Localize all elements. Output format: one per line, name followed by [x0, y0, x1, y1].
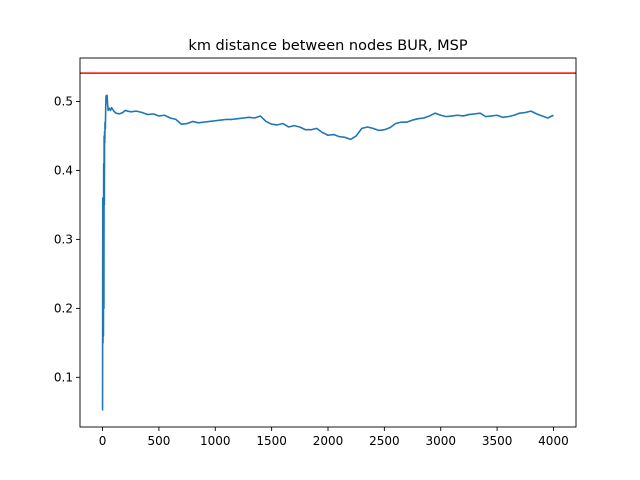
x-tick-label: 4000: [538, 434, 569, 448]
x-tick-label: 2500: [369, 434, 400, 448]
x-tick-label: 3000: [425, 434, 456, 448]
x-tick-label: 3500: [482, 434, 513, 448]
y-tick-label: 0.3: [54, 232, 73, 246]
x-tick-label: 500: [147, 434, 170, 448]
chart-title: km distance between nodes BUR, MSP: [188, 38, 467, 54]
x-axis: 0 500 1000 1500 2000 2500 3000 3500 4000: [99, 427, 569, 448]
x-tick-label: 1500: [256, 434, 287, 448]
x-tick-label: 1000: [200, 434, 231, 448]
plot-area: [80, 72, 576, 411]
y-axis: 0.1 0.2 0.3 0.4 0.5: [54, 94, 80, 384]
y-tick-label: 0.4: [54, 163, 73, 177]
x-tick-label: 2000: [313, 434, 344, 448]
y-tick-label: 0.1: [54, 370, 73, 384]
y-tick-label: 0.2: [54, 301, 73, 315]
y-tick-label: 0.5: [54, 94, 73, 108]
axes-frame: [79, 57, 577, 428]
x-tick-label: 0: [99, 434, 107, 448]
series-line: [101, 94, 554, 411]
